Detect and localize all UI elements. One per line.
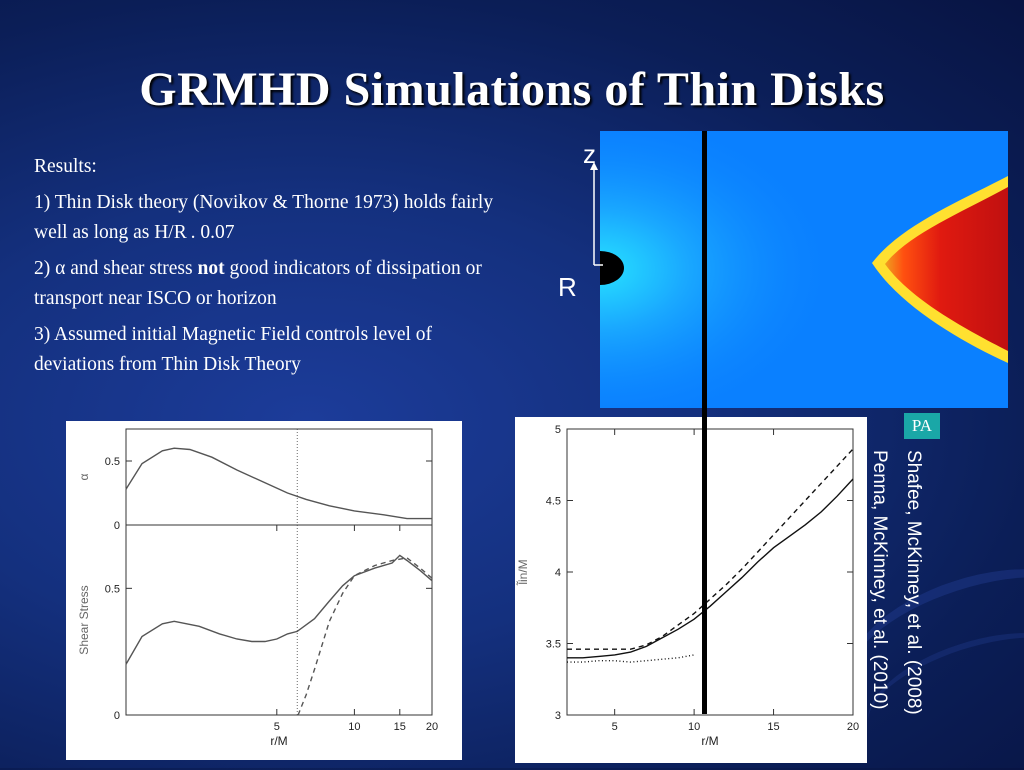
specific-angular-momentum-ylabel: l̃in/M — [515, 559, 530, 586]
bullet-2-suffix: good indicators of dissipation or transp… — [34, 258, 482, 309]
shear-stress-series-solid — [125, 554, 433, 665]
z-arrowhead — [590, 162, 598, 170]
shear-stress-frame — [125, 524, 433, 716]
specific-angular-momentum-xlabel: r/M — [701, 734, 718, 748]
specific-angular-momentum-xtick-label: 20 — [847, 721, 859, 733]
r-axis-label: R — [558, 272, 577, 302]
shear-stress-ytick-label: 0.5 — [105, 583, 120, 595]
specific-angular-momentum-ytick-label: 3.5 — [546, 639, 561, 651]
specific-angular-momentum-xtick-label: 5 — [612, 721, 618, 733]
alpha-ylabel: α — [77, 473, 91, 480]
specific-angular-momentum-series-dashed — [567, 448, 854, 650]
results-text: Results: 1) Thin Disk theory (Novikov & … — [34, 152, 504, 386]
black-hole — [600, 251, 624, 285]
bullet-2: 2) α and shear stress not good indicator… — [34, 254, 504, 314]
specific-angular-momentum-ytick-label: 5 — [555, 424, 561, 436]
alpha-series-solid — [125, 447, 432, 520]
alpha-ytick-label: 0 — [114, 520, 120, 532]
citation-penna: Penna, McKinney, et al. (2010) — [869, 450, 890, 710]
specific-angular-momentum-ytick-label: 4 — [555, 567, 561, 579]
alpha-symbol: α — [55, 258, 66, 279]
bullet-1: 1) Thin Disk theory (Novikov & Thorne 19… — [34, 192, 494, 243]
alpha-frame — [125, 428, 433, 526]
alpha-shear-stress-plot: 0 0.5 α 0 0.5 5 10 15 20 Shear Stress r/M — [77, 428, 438, 748]
shear-stress-xtick-label: 10 — [348, 721, 360, 733]
angular-momentum-figure: 3 3.5 4 4.5 5 5 10 15 20 l̃in/M r/M — [515, 417, 867, 763]
shear-stress-xtick-label: 15 — [394, 721, 406, 733]
slide-title: GRMHD Simulations of Thin Disks — [139, 63, 885, 116]
disk-red-core — [885, 187, 1008, 351]
citation-shafee: Shafee, McKinney, et al. (2008) — [903, 450, 924, 715]
results-heading: Results: — [34, 156, 97, 177]
specific-angular-momentum-ytick-label: 4.5 — [546, 496, 561, 508]
citations: Shafee, McKinney, et al. (2008) Penna, M… — [868, 450, 930, 735]
alpha-ytick-label: 0.5 — [105, 456, 120, 468]
shear-stress-xtick-label: 20 — [426, 721, 438, 733]
bullet-2-mid: and shear stress — [65, 258, 198, 279]
shear-stress-series-dashed — [297, 557, 433, 716]
specific-angular-momentum-xtick-label: 10 — [688, 721, 700, 733]
angular-momentum-plot: 3 3.5 4 4.5 5 5 10 15 20 l̃in/M r/M — [515, 424, 859, 748]
shear-stress-ytick-label: 0 — [114, 710, 120, 722]
shear-stress-xlabel: r/M — [270, 734, 287, 748]
bullet-2-prefix: 2) — [34, 258, 56, 279]
alpha-shear-stress-figure: 0 0.5 α 0 0.5 5 10 15 20 Shear Stress r/M — [66, 421, 462, 760]
z-axis-label: z — [583, 139, 596, 169]
specific-angular-momentum-series-dotted — [567, 654, 695, 663]
specific-angular-momentum-series-solid — [567, 478, 854, 659]
isco-marker-line — [702, 131, 707, 714]
zr-axes-arrows — [590, 162, 603, 266]
pa-badge[interactable]: PA — [904, 413, 940, 439]
specific-angular-momentum-xtick-label: 15 — [767, 721, 779, 733]
simulation-density-map — [600, 131, 1008, 408]
bullet-3: 3) Assumed initial Magnetic Field contro… — [34, 324, 433, 375]
shear-stress-xtick-label: 5 — [274, 721, 280, 733]
shear-stress-ylabel: Shear Stress — [77, 585, 91, 654]
specific-angular-momentum-frame — [566, 428, 854, 716]
bullet-2-bold: not — [197, 258, 225, 279]
specific-angular-momentum-ytick-label: 3 — [555, 710, 561, 722]
